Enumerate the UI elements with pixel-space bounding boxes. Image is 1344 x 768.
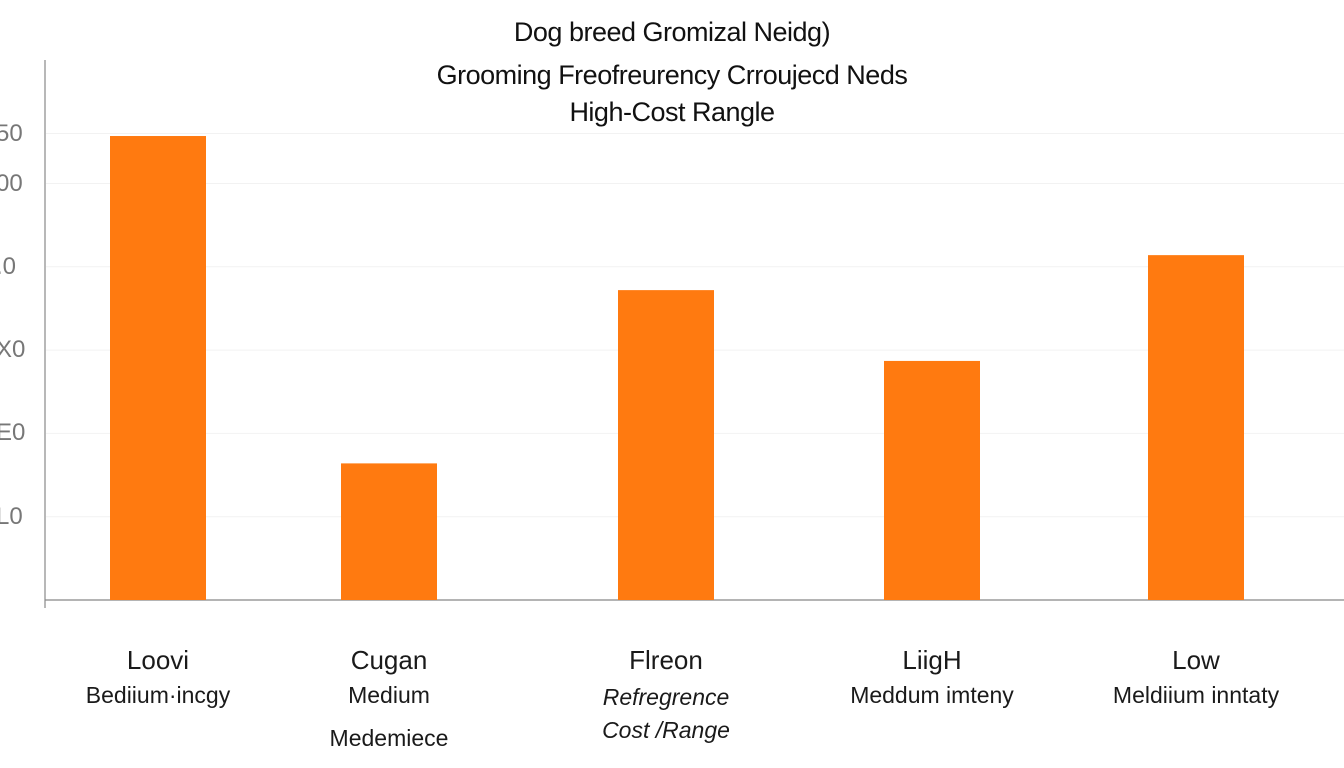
bar <box>341 463 437 600</box>
y-tick-label: .0 <box>0 252 17 280</box>
category-subtitle: Cost /Range <box>602 717 730 743</box>
x-tick-label: Flreon Refregrence Cost /Range <box>536 645 796 744</box>
y-tick-label: 00 <box>0 169 23 197</box>
y-tick-label: X0 <box>0 336 26 364</box>
y-tick-label: E0 <box>0 419 26 447</box>
x-tick-label: Loovi Bediium·incgy <box>28 645 288 709</box>
chart-subtitle-2: High-Cost Rangle <box>569 97 775 127</box>
category-name: Low <box>1172 645 1220 675</box>
category-subtitle: Refregrence <box>602 684 730 710</box>
y-tick-label: L0 <box>0 502 23 530</box>
x-tick-label: Cugan Medium Medemiece <box>259 645 519 752</box>
bar <box>1148 255 1244 600</box>
bar <box>884 360 980 600</box>
category-name: Cugan <box>350 645 428 675</box>
y-tick-label: 50 <box>0 119 23 147</box>
x-tick-label: Low Meldiium inntaty <box>1066 645 1326 709</box>
category-name: LiigH <box>902 645 962 675</box>
category-subtitle: Medium <box>348 682 430 708</box>
category-name: Flreon <box>629 645 703 675</box>
bar <box>618 290 714 600</box>
x-tick-label: LiigH Meddum imteny <box>802 645 1062 709</box>
category-name: Loovi <box>126 645 190 675</box>
chart-subtitle: Grooming Freofreurency Crroujecd Neds <box>436 60 908 90</box>
category-subtitle: Meldiium inntaty <box>1112 682 1280 708</box>
bar <box>110 136 206 601</box>
category-subtitle: Meddum imteny <box>850 682 1014 708</box>
category-subtitle: Medemiece <box>329 725 449 751</box>
category-subtitle: Bediium·incgy <box>85 682 231 708</box>
chart-title: Dog breed Gromizal Neidg) <box>513 17 831 47</box>
